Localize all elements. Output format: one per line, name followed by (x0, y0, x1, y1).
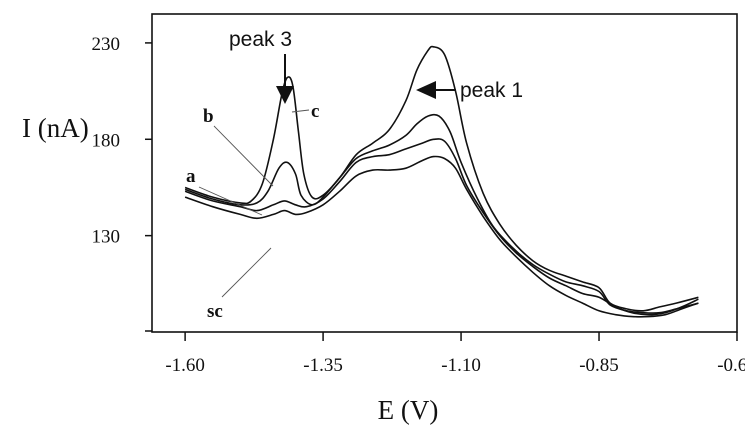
peak3-label: peak 3 (229, 28, 292, 51)
x-tick-label: -1.60 (165, 355, 205, 376)
curve-label-a: a (186, 166, 196, 187)
curve-label-c: c (311, 101, 319, 122)
curve-label-sc: sc (207, 301, 223, 322)
y-axis-ticks: 130 180 230 (92, 34, 152, 332)
curve-label-b: b (203, 106, 214, 127)
y-tick-label: 180 (92, 130, 121, 151)
x-axis-ticks: -1.60 -1.35 -1.10 -0.85 -0.60 (165, 332, 745, 376)
y-tick-label: 130 (92, 227, 121, 248)
peak1-label: peak 1 (460, 79, 523, 102)
curve-b (184, 113, 699, 314)
curve-sc (184, 155, 699, 318)
peak1-arrow-head (416, 81, 436, 99)
plot-frame (151, 13, 738, 333)
leader-c (291, 109, 310, 113)
y-axis-title: I (nA) (22, 113, 89, 143)
curve-c (184, 45, 699, 312)
x-axis-title: E (V) (378, 395, 439, 425)
leader-sc (221, 247, 272, 298)
x-tick-label: -0.60 (717, 355, 745, 376)
curve-a (184, 138, 699, 316)
curves (184, 45, 699, 318)
x-tick-label: -1.10 (441, 355, 481, 376)
leader-a (198, 186, 263, 216)
x-tick-label: -1.35 (303, 355, 343, 376)
x-tick-label: -0.85 (579, 355, 619, 376)
peak3-arrow-head (276, 86, 294, 104)
leader-b (213, 125, 274, 187)
y-tick-label: 230 (92, 34, 121, 55)
